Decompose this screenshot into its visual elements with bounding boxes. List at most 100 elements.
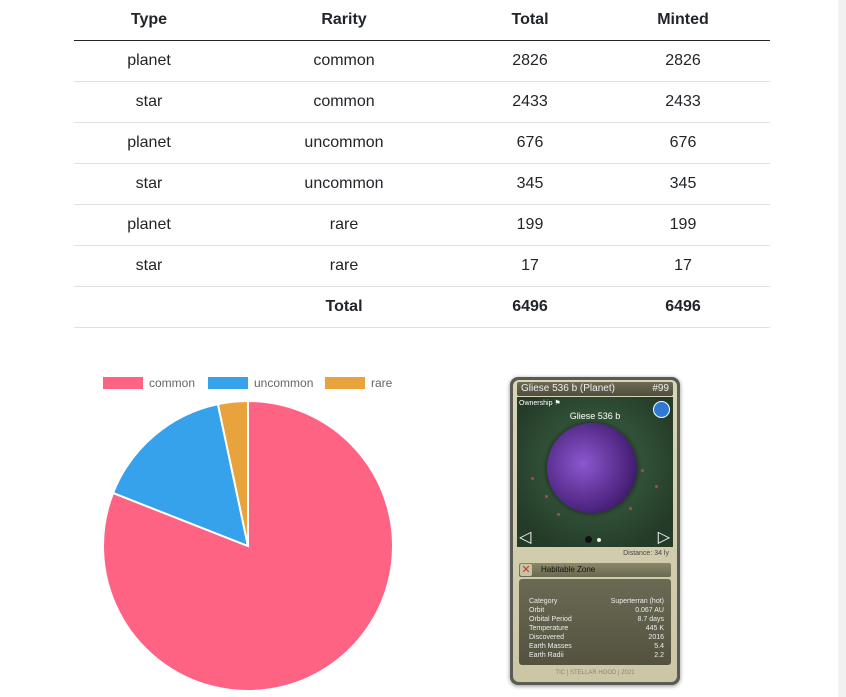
cell-minted: 345 [596,163,770,205]
cell-minted: 2826 [596,40,770,82]
badge-icon[interactable] [653,401,670,418]
stat-value: 8.7 days [637,616,664,623]
legend-item-common[interactable]: common [103,376,195,390]
cell-type: planet [74,40,224,82]
cell-type: planet [74,122,224,164]
asteroid [531,477,534,480]
card-number: #99 [652,383,669,394]
total-total: 6496 [464,286,596,328]
stat-key: Category [529,598,558,605]
legend-item-uncommon[interactable]: uncommon [208,376,313,390]
cell-minted: 17 [596,245,770,287]
stat-row: Orbit 0.067 AU [529,606,664,615]
ownership-label: Ownership ⚑ [519,400,561,407]
stat-value: 445 K [645,625,664,632]
cell-rarity: uncommon [224,163,464,205]
stat-row: Orbital Period 8.7 days [529,615,664,624]
stat-key: Earth Masses [529,643,572,650]
cell-total: 2433 [464,81,596,123]
cell-rarity: common [224,40,464,82]
stat-row: Earth Masses 5.4 [529,642,664,651]
asteroid [557,513,560,516]
total-minted: 6496 [596,286,770,328]
cell-type: star [74,81,224,123]
stat-row: Discovered 2016 [529,633,664,642]
stat-key: Temperature [529,625,569,632]
stat-key: Orbit [529,607,545,614]
pie-slice-rare[interactable] [216,399,249,547]
header-minted: Minted [596,0,770,41]
card-title: Gliese 536 b (Planet) [521,383,615,394]
cell-total: 676 [464,122,596,164]
planet-image [547,423,637,513]
header-type: Type [74,0,224,41]
next-arrow-icon[interactable]: ▷ [657,529,670,546]
table-total-row: Total 6496 6496 [74,286,770,328]
cell-total: 199 [464,204,596,246]
legend-label: common [149,376,196,390]
asteroid [641,469,644,472]
asteroid [629,507,632,510]
habitable-zone-label: Habitable Zone [541,565,596,574]
cell-total: 17 [464,245,596,287]
card-body: Gliese 536 b (Planet) #99 Ownership ⚑ Gl… [513,380,677,682]
carousel-dot[interactable] [597,538,601,542]
stat-value: 5.4 [654,643,664,650]
planet-nft-card[interactable]: Gliese 536 b (Planet) #99 Ownership ⚑ Gl… [510,377,680,685]
stat-value: 2.2 [654,652,664,659]
cell-minted: 676 [596,122,770,164]
cell-rarity: rare [224,245,464,287]
page-scrollbar[interactable] [838,0,846,697]
stat-row: Category Superterran (hot) [529,597,664,606]
cell-minted: 199 [596,204,770,246]
table-row: planet rare 199 199 [74,204,770,246]
rarity-pie-chart [102,399,394,692]
cell-type: star [74,245,224,287]
stat-row: Temperature 445 K [529,624,664,633]
pie-slice-uncommon[interactable] [111,402,250,548]
table-row: star common 2433 2433 [74,81,770,123]
total-cell-empty [74,286,224,328]
card-title-bar: Gliese 536 b (Planet) #99 [517,382,673,396]
planet-scene: Ownership ⚑ Gliese 536 b ◁ ▷ [517,397,673,547]
legend-item-rare[interactable]: rare [325,376,392,390]
cross-icon: ✕ [520,564,532,576]
header-total: Total [464,0,596,41]
mint-stats-table: Type Rarity Total Minted planet common 2… [74,0,770,328]
legend-swatch [208,377,248,389]
previous-arrow-icon[interactable]: ◁ [519,529,532,546]
cell-minted: 2433 [596,81,770,123]
table-row: planet uncommon 676 676 [74,122,770,164]
card-footer: TIC | STELLAR HOOD | 2021 [555,670,635,676]
stat-value: 2016 [648,634,664,641]
table-header-row: Type Rarity Total Minted [74,0,770,41]
total-label: Total [224,286,464,328]
asteroid [655,485,658,488]
header-rarity: Rarity [224,0,464,41]
stat-value: Superterran (hot) [610,598,664,605]
carousel-dots [585,535,615,543]
cell-rarity: uncommon [224,122,464,164]
cell-rarity: rare [224,204,464,246]
table-row: star uncommon 345 345 [74,163,770,205]
planet-stats-panel: Category Superterran (hot) Orbit 0.067 AU Or… [519,579,671,665]
cell-type: planet [74,204,224,246]
stat-value: 0.067 AU [635,607,664,614]
distance-label: Distance: 34 ly [623,550,669,557]
carousel-dot-active[interactable] [585,536,592,543]
table-row: planet common 2826 2826 [74,40,770,82]
habitable-zone-bar: ✕ Habitable Zone [519,563,671,577]
planet-name: Gliese 536 b [569,411,621,421]
cell-type: star [74,163,224,205]
stat-key: Earth Radii [529,652,564,659]
stat-key: Discovered [529,634,565,641]
stat-row: Earth Radii 2.2 [529,651,664,660]
legend-label: rare [371,376,393,390]
cell-total: 345 [464,163,596,205]
table-row: star rare 17 17 [74,245,770,287]
cell-total: 2826 [464,40,596,82]
cell-rarity: common [224,81,464,123]
stat-key: Orbital Period [529,616,572,623]
asteroid [545,495,548,498]
legend-swatch [103,377,143,389]
